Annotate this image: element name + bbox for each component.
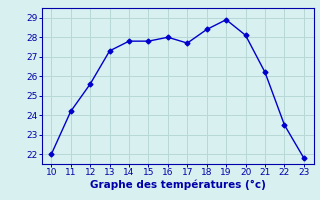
X-axis label: Graphe des températures (°c): Graphe des températures (°c) xyxy=(90,180,266,190)
